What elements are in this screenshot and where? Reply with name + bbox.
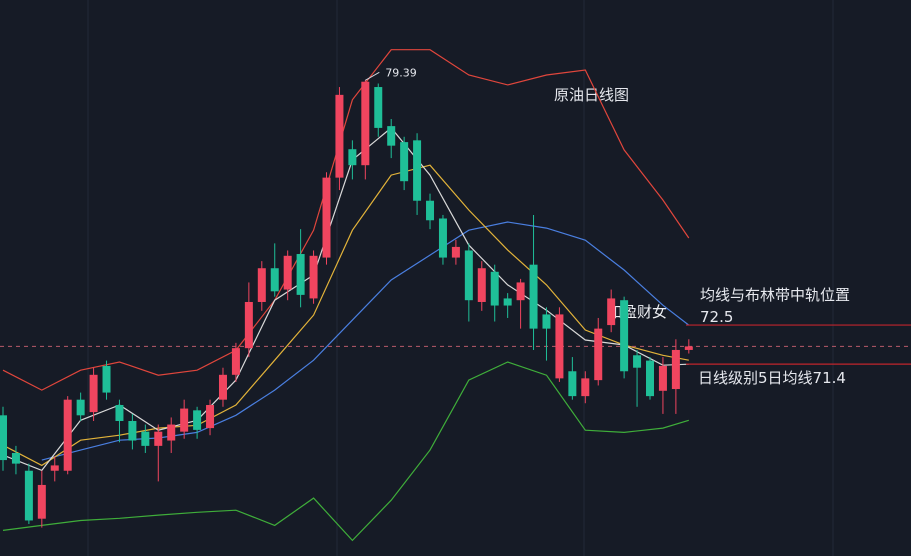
candle-body [24,470,33,521]
high-label: 79.39 [385,66,417,79]
watermark: 如盈财女 [607,303,667,321]
candle-body [529,264,538,329]
candle-body [180,408,189,432]
candle-body [50,465,59,471]
candle-body [594,328,603,381]
candle-body [283,255,292,290]
candle-body [477,268,486,302]
candle-body [658,365,667,391]
candle-body [244,301,253,349]
grid [87,0,834,556]
indicator-line [41,221,690,461]
candle-body [206,405,215,429]
candle-body [335,94,344,178]
candle-body [348,149,357,166]
candle-body [296,254,305,295]
candle-body [193,410,202,430]
level-label: 日线级别5日均线71.4 [698,369,846,387]
candle-body [167,424,176,441]
candle-body [257,268,266,302]
level-label: 均线与布林带中轨位置 [700,286,850,304]
indicator-line [2,49,690,391]
candle-body [633,355,642,368]
candle-body [218,374,227,400]
candle-body [361,81,370,166]
candle-body [607,298,616,326]
candle-body [684,346,693,350]
candle-body [451,246,460,258]
candle-body [620,300,629,372]
high-marker [365,71,380,81]
candle-body [11,452,20,464]
candle-body [426,200,435,221]
candle-body [128,420,137,441]
candle-body [322,177,331,258]
candle-body [231,348,240,375]
candle-body [76,399,85,416]
candle-body [89,374,98,413]
level-value: 72.5 [700,308,733,326]
candle-body [438,218,447,258]
candle-body [516,282,525,301]
candle-body [490,271,499,306]
candle-body [581,378,590,397]
candle-body [555,314,564,379]
candle-body [154,431,163,446]
candle-body [503,298,512,306]
candle-body [542,314,551,329]
candle-body [413,140,422,201]
candle-body [400,142,409,182]
candle-body [387,126,396,146]
candle-body [270,268,279,292]
candle-body [115,405,124,421]
candle-body [141,431,150,446]
indicator-line [2,361,689,542]
candle-body [63,399,72,471]
candle-body [374,87,383,128]
candle-body [37,484,46,519]
candle-body [0,415,7,461]
chart-title: 原油日线图 [554,86,629,104]
candle-body [671,349,680,390]
candle-body [464,250,473,301]
candle-body [102,365,111,393]
candle-body [309,255,318,299]
candle-body [568,371,577,397]
candle-body [646,360,654,397]
